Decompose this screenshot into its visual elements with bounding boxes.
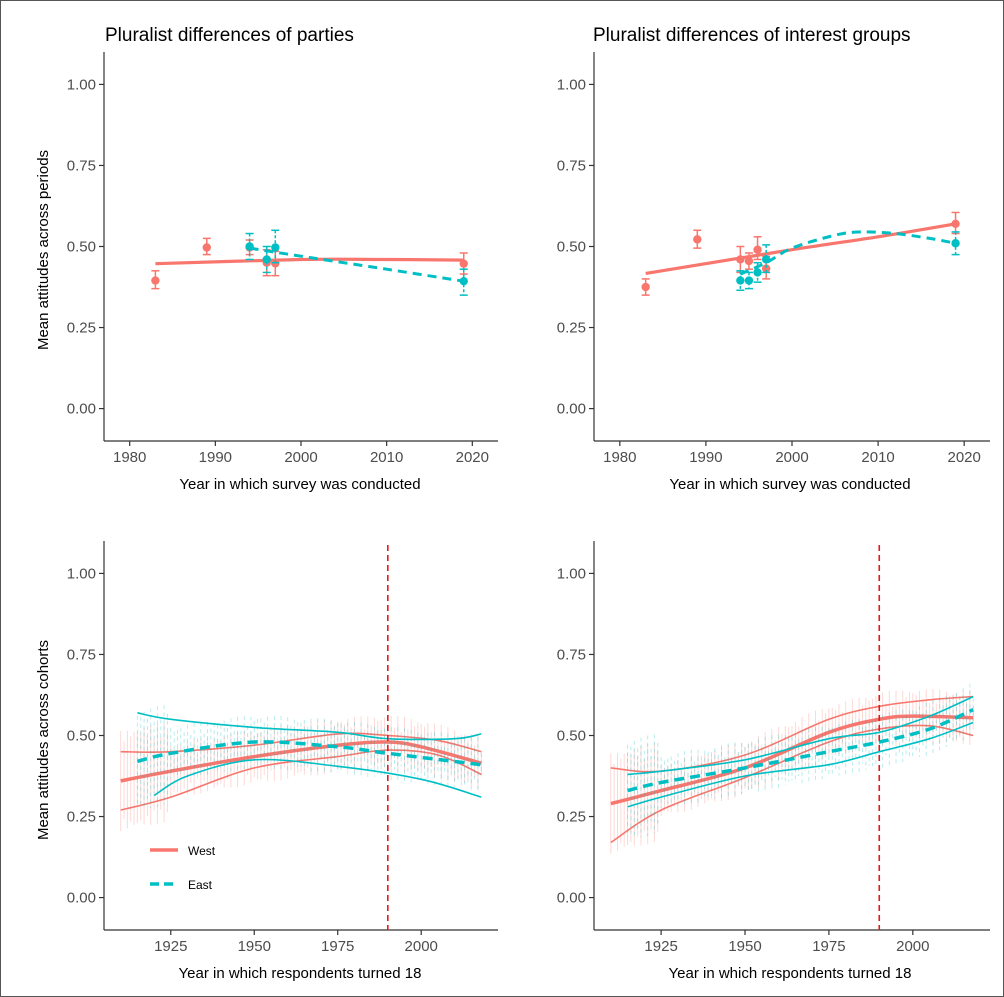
band-lower-east <box>153 758 482 798</box>
x-tick-label: 2000 <box>775 449 808 466</box>
band-upper-east <box>627 695 974 776</box>
y-tick-label: 0.00 <box>557 401 586 418</box>
data-point-east <box>271 243 280 252</box>
legend-label-west: West <box>188 844 216 858</box>
data-point-west <box>951 219 960 229</box>
data-point-east <box>761 255 771 264</box>
x-tick-label: 2000 <box>284 449 317 466</box>
data-point-west <box>736 255 745 264</box>
y-tick-label: 0.50 <box>67 239 96 256</box>
plot-area: 0.00 0.25 0.50 0.75 1.00 1925 1950 1975 2000 <box>67 541 498 955</box>
error-bar-east <box>736 270 745 292</box>
data-point-west <box>202 243 211 252</box>
legend: West East <box>150 844 216 892</box>
x-tick-label: 2000 <box>896 938 929 955</box>
y-tick-label: 0.25 <box>557 809 586 826</box>
mean-line-east <box>627 707 974 793</box>
x-tick-label: 1925 <box>644 938 677 955</box>
data-point-west <box>761 264 771 273</box>
x-tick-label: 1980 <box>603 449 636 466</box>
y-tick-label: 1.00 <box>67 565 96 582</box>
error-bar-east <box>753 261 762 283</box>
x-axis-label: Year in which respondents turned 18 <box>179 965 422 982</box>
data-point-west <box>744 256 754 266</box>
x-tick-label: 1990 <box>689 449 722 466</box>
band-lower-west <box>120 749 482 811</box>
panel-interest-groups-cohorts: 0.00 0.25 0.50 0.75 1.00 1925 1950 1975 2000 Yea… <box>557 541 990 982</box>
data-point-east <box>262 255 271 264</box>
y-tick-label: 1.00 <box>67 76 96 93</box>
data-point-east <box>753 268 762 277</box>
data-point-west <box>753 245 762 254</box>
band-upper-east <box>137 712 482 741</box>
y-tick-label: 1.00 <box>557 76 586 93</box>
y-tick-label: 0.50 <box>67 728 96 745</box>
panel-interest-groups-periods: Pluralist differences of interest groups… <box>557 25 990 493</box>
x-tick-label: 2010 <box>861 449 894 466</box>
band-lower-west <box>610 724 974 844</box>
y-tick-label: 0.25 <box>67 809 96 826</box>
plot-area: 0.00 0.25 0.50 0.75 1.00 1925 1950 1975 2000 <box>557 541 990 955</box>
data-point-west <box>151 276 160 285</box>
panel-parties-periods: Pluralist differences of parties 0.00 0.2… <box>35 25 498 493</box>
x-tick-label: 2010 <box>370 449 403 466</box>
y-tick-label: 0.25 <box>67 320 96 337</box>
y-tick-label: 1.00 <box>557 565 586 582</box>
data-point-west <box>459 259 468 268</box>
x-axis-label: Year in which respondents turned 18 <box>669 965 912 982</box>
x-tick-label: 1975 <box>321 938 354 955</box>
data-point-east <box>744 276 754 285</box>
plot-area: 0.00 0.25 0.50 0.75 1.00 1980 1990 2000 2010 2020 <box>557 52 990 466</box>
x-tick-label: 2000 <box>405 938 438 955</box>
plot-area: 0.00 0.25 0.50 0.75 1.00 1980 1990 2000 2010 2020 <box>67 52 498 466</box>
x-axis-label: Year in which survey was conducted <box>669 476 910 493</box>
y-tick-label: 0.75 <box>557 157 586 174</box>
y-tick-label: 0.75 <box>67 646 96 663</box>
x-tick-label: 1975 <box>812 938 845 955</box>
x-tick-label: 1950 <box>728 938 761 955</box>
x-tick-label: 1990 <box>199 449 232 466</box>
mean-line-west <box>610 714 974 806</box>
y-axis-label: Mean attitudes across periods <box>35 150 52 350</box>
data-point-west <box>693 235 702 244</box>
x-tick-label: 1980 <box>113 449 146 466</box>
x-tick-label: 2020 <box>456 449 489 466</box>
y-tick-label: 0.75 <box>67 157 96 174</box>
data-point-east <box>459 276 468 286</box>
fit-line-west <box>155 257 464 266</box>
fit-line-east <box>249 246 464 283</box>
mean-line-east <box>136 740 482 767</box>
y-tick-label: 0.50 <box>557 239 586 256</box>
y-tick-label: 0.00 <box>67 401 96 418</box>
error-bar-east <box>744 271 753 290</box>
y-tick-label: 0.25 <box>557 320 586 337</box>
y-tick-label: 0.00 <box>557 890 586 907</box>
panel-title: Pluralist differences of parties <box>105 25 354 46</box>
data-point-east <box>736 276 745 285</box>
data-point-east <box>951 239 960 248</box>
x-tick-label: 1950 <box>238 938 271 955</box>
panel-parties-cohorts: 0.00 0.25 0.50 0.75 1.00 1925 1950 1975 2000 Yea… <box>35 541 498 982</box>
x-tick-label: 1925 <box>154 938 187 955</box>
legend-label-east: East <box>188 878 213 892</box>
y-axis-label: Mean attitudes across cohorts <box>35 640 52 840</box>
cohort-interval-bars-east <box>627 683 974 838</box>
error-bar-east <box>762 244 771 274</box>
band-lower-east <box>627 721 974 808</box>
y-tick-label: 0.00 <box>67 890 96 907</box>
data-point-east <box>245 242 254 251</box>
fit-line-west <box>645 222 956 275</box>
y-tick-label: 0.50 <box>557 728 586 745</box>
y-tick-label: 0.75 <box>557 646 586 663</box>
x-axis-label: Year in which survey was conducted <box>179 476 420 493</box>
x-tick-label: 2020 <box>947 449 980 466</box>
panel-title: Pluralist differences of interest groups <box>593 25 911 46</box>
data-point-west <box>641 282 650 292</box>
